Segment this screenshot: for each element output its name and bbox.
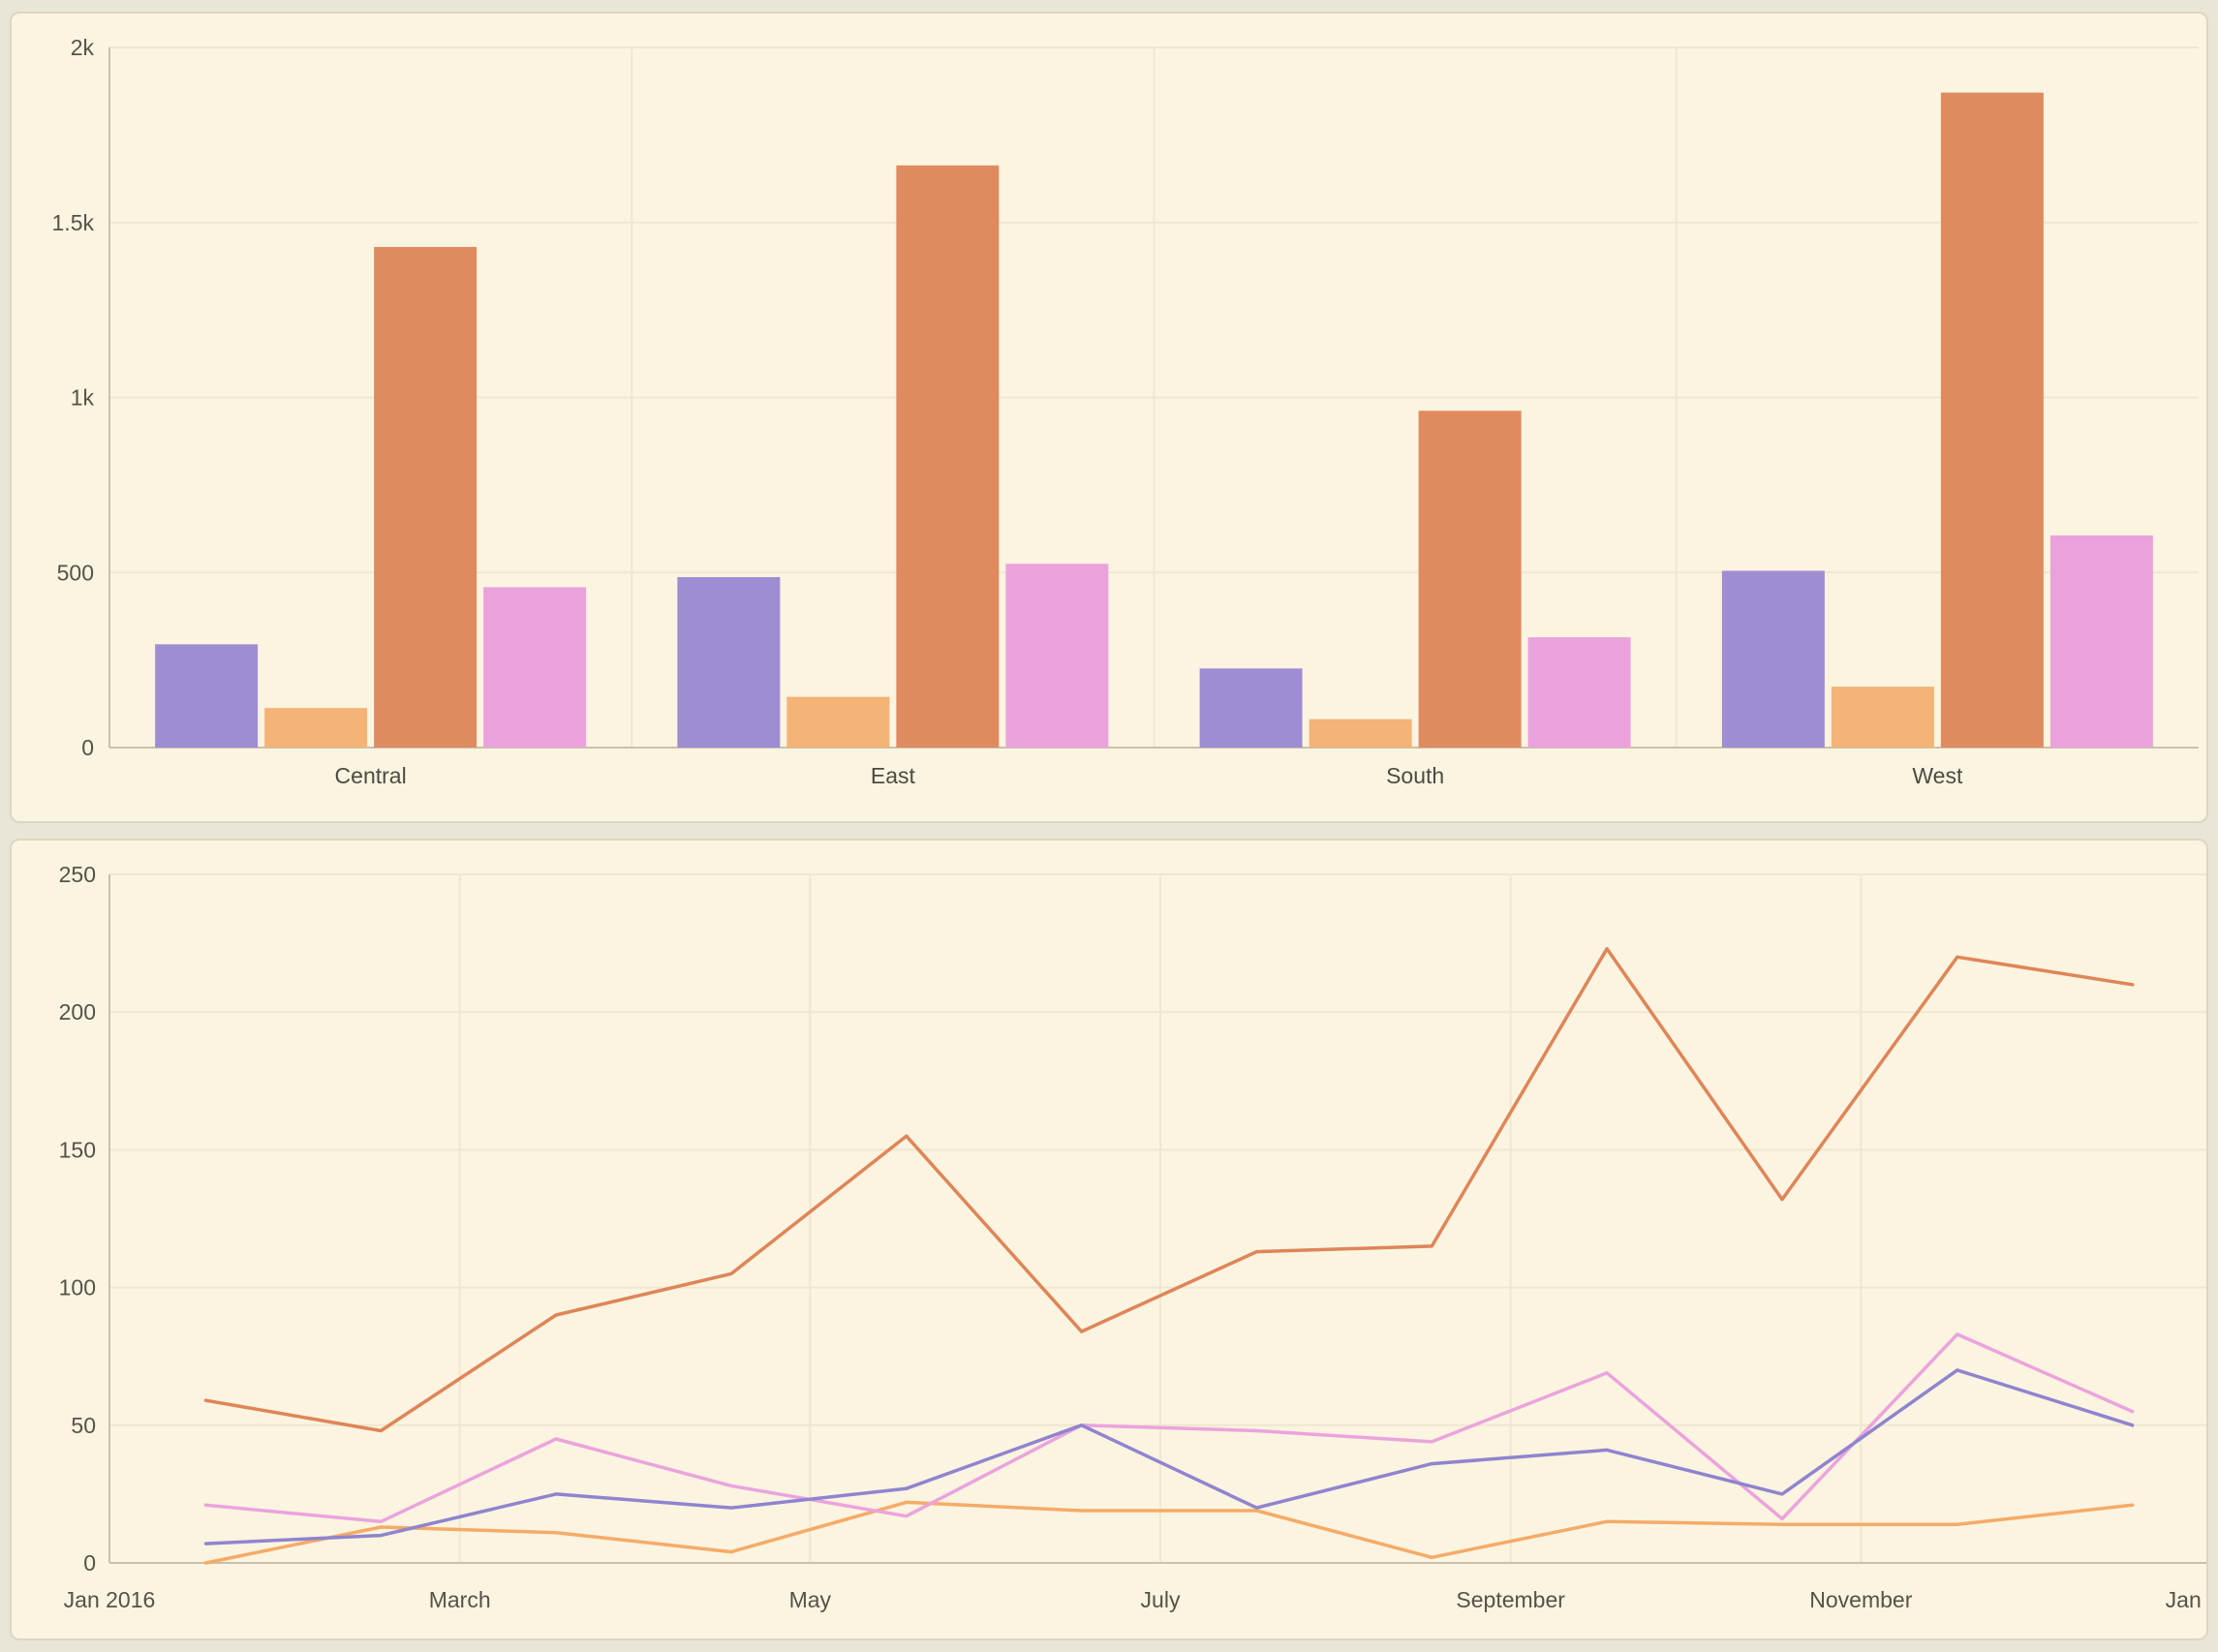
bar-peach-south[interactable] — [1309, 719, 1412, 748]
bar-salmon-west[interactable] — [1940, 92, 2044, 749]
bar-pink-south[interactable] — [1527, 637, 1631, 748]
line-chart-card: 0 50 100 150 200 250 Jan 2016 March May July Septe… — [10, 839, 2208, 1640]
x-tick-label: Jan 2016 — [64, 1587, 156, 1612]
y-tick-label: 150 — [59, 1137, 96, 1162]
y-tick-label: 0 — [83, 1550, 96, 1576]
bar-chart[interactable]: 0 500 1k 1.5k 2k Central East South West — [12, 14, 2208, 823]
y-tick-label: 200 — [59, 999, 96, 1025]
bar-peach-west[interactable] — [1831, 687, 1934, 748]
bar-chart-card: 0 500 1k 1.5k 2k Central East South West — [10, 12, 2208, 823]
bar-pink-west[interactable] — [2049, 535, 2153, 748]
y-tick-label: 2k — [71, 35, 95, 60]
x-tick-label: May — [789, 1587, 832, 1612]
y-tick-label: 1k — [71, 385, 95, 411]
y-tick-label: 500 — [57, 560, 94, 585]
category-label-east: East — [871, 763, 916, 788]
x-tick-label: March — [429, 1587, 491, 1612]
category-label-south: South — [1386, 763, 1444, 788]
category-label-west: West — [1912, 763, 1963, 788]
bar-pink-east[interactable] — [1005, 564, 1109, 748]
bar-purple-south[interactable] — [1199, 668, 1303, 748]
bar-salmon-south[interactable] — [1418, 411, 1522, 748]
line-series-peach[interactable] — [203, 1500, 2135, 1565]
line-chart[interactable]: 0 50 100 150 200 250 Jan 2016 March May July Septe… — [12, 841, 2208, 1640]
x-tick-label: July — [1141, 1587, 1181, 1612]
x-tick-label: September — [1456, 1587, 1565, 1612]
bar-peach-east[interactable] — [786, 696, 890, 748]
category-label-central: Central — [335, 763, 407, 788]
y-tick-label: 100 — [59, 1275, 96, 1300]
bar-purple-central[interactable] — [155, 644, 259, 748]
bar-purple-east[interactable] — [677, 576, 781, 748]
x-tick-label: November — [1809, 1587, 1912, 1612]
line-series-pink[interactable] — [203, 1332, 2135, 1524]
y-tick-label: 1.5k — [52, 210, 95, 235]
y-tick-label: 0 — [81, 735, 94, 760]
bar-salmon-east[interactable] — [896, 165, 1000, 748]
y-tick-label: 50 — [71, 1413, 96, 1438]
y-tick-label: 250 — [59, 862, 96, 887]
line-series-salmon[interactable] — [203, 947, 2135, 1433]
line-series-purple[interactable] — [203, 1368, 2135, 1545]
bar-peach-central[interactable] — [264, 708, 368, 748]
bar-salmon-central[interactable] — [374, 247, 477, 748]
bar-pink-central[interactable] — [483, 587, 587, 748]
bar-purple-west[interactable] — [1721, 570, 1825, 748]
x-tick-label: Jan 2017 — [2166, 1587, 2208, 1612]
